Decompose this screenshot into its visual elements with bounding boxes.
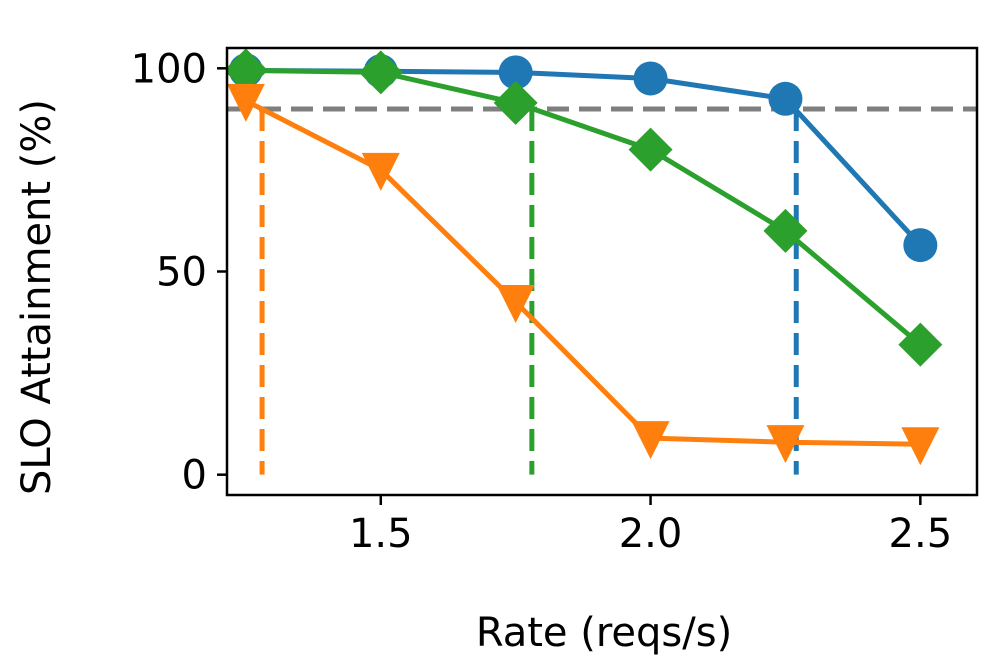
x-tick-label-1: 2.0 (619, 511, 683, 557)
y-tick-label-1: 50 (156, 250, 207, 296)
point-orange-4 (766, 425, 805, 464)
point-green-5 (898, 322, 943, 367)
point-green-0 (227, 48, 268, 93)
y-tick-label-2: 100 (131, 46, 207, 92)
point-green-3 (628, 127, 673, 172)
plot-area (227, 48, 977, 475)
y-tick-label-0: 0 (182, 453, 207, 499)
x-axis-title: Rate (reqs/s) (476, 610, 732, 656)
point-orange-3 (631, 421, 670, 460)
series-line-orange (244, 98, 921, 447)
x-tick-label-0: 1.5 (349, 511, 413, 557)
point-orange-1 (361, 152, 400, 191)
point-blue-5 (903, 228, 938, 263)
point-orange-2 (496, 284, 535, 323)
x-tick-label-2: 2.5 (889, 511, 953, 557)
point-blue-4 (768, 81, 803, 116)
series-line-blue (245, 67, 923, 247)
point-green-2 (493, 80, 538, 125)
point-green-4 (763, 208, 808, 253)
series-line-green (245, 67, 922, 347)
point-blue-3 (633, 61, 668, 96)
point-blue-2 (498, 55, 533, 90)
point-orange-0 (227, 83, 265, 122)
point-orange-5 (901, 427, 940, 466)
axes-frame (225, 46, 979, 497)
axes: 1.5 2.0 2.5 0 50 100 (131, 46, 979, 557)
point-green-1 (358, 50, 403, 95)
y-axis-title: SLO Attainment (%) (14, 99, 60, 495)
